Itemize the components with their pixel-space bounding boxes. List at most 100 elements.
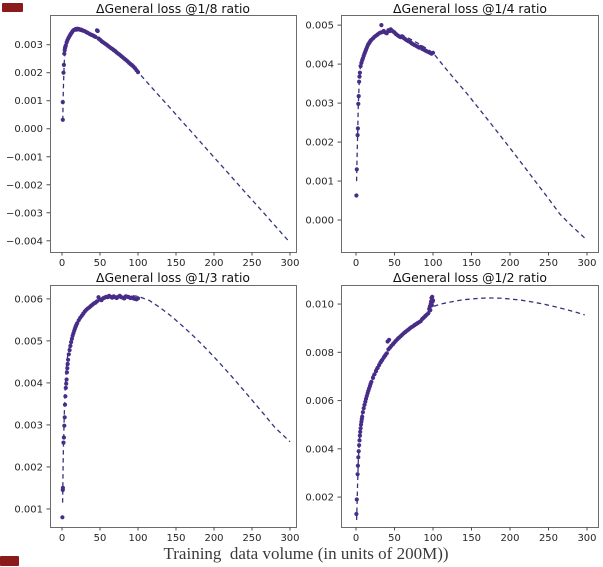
scatter-point xyxy=(135,296,141,301)
scatter-point xyxy=(354,193,359,198)
scatter-point xyxy=(66,352,71,357)
scatter-point xyxy=(68,343,73,348)
y-tick-label: 0.008 xyxy=(305,348,334,359)
scatter-point xyxy=(63,394,68,399)
scatter-point xyxy=(356,94,361,99)
red-text-fragment-bottom-left xyxy=(0,556,19,566)
scatter-point xyxy=(63,385,68,390)
x-axis-label: Training data volume (in units of 200M)) xyxy=(163,544,449,563)
y-tick-label: 0.002 xyxy=(305,493,334,504)
y-tick-label: 0.004 xyxy=(14,378,43,389)
scatter-point xyxy=(357,433,362,438)
x-tick-label: 0 xyxy=(353,533,359,544)
scatter-point xyxy=(355,126,360,131)
x-axis-ticks: 0 50 100 150 200 250 300 xyxy=(59,527,300,544)
x-tick-label: 250 xyxy=(242,258,261,269)
scatter-point xyxy=(355,463,360,468)
x-tick-label: 300 xyxy=(577,258,596,269)
scatter-point xyxy=(356,449,361,454)
x-tick-label: 50 xyxy=(94,533,107,544)
scatter-point xyxy=(356,455,361,460)
scatter-point xyxy=(430,298,436,303)
x-tick-label: 300 xyxy=(577,533,596,544)
y-tick-label: 0.001 xyxy=(14,96,43,107)
subplot-title-1-3-ratio: ΔGeneral loss @1/3 ratio xyxy=(96,270,250,285)
x-tick-label: 100 xyxy=(128,533,147,544)
scatter-point xyxy=(357,438,362,443)
scatter-point xyxy=(69,340,74,345)
scatter-point xyxy=(369,379,374,384)
x-tick-label: 200 xyxy=(204,533,223,544)
x-axis-ticks: 0 50 100 150 200 250 300 xyxy=(353,252,597,269)
x-tick-label: 100 xyxy=(423,258,442,269)
scatter-point xyxy=(61,435,66,440)
y-tick-label: 0.003 xyxy=(14,40,43,51)
y-tick-label: −0.001 xyxy=(6,152,43,163)
scatter-point xyxy=(360,410,365,415)
scatter-point xyxy=(361,406,366,411)
y-axis-ticks: 0.006 0.005 0.004 0.003 0.002 0.001 xyxy=(14,294,50,515)
scatter-point xyxy=(357,79,362,84)
scatter-point xyxy=(64,370,69,375)
scatter-point xyxy=(64,381,69,386)
y-tick-label: 0.002 xyxy=(14,68,43,79)
red-text-fragment-top-left xyxy=(2,3,23,12)
scatter-point xyxy=(357,443,362,448)
y-tick-label: 0.001 xyxy=(14,504,43,515)
x-axis-ticks: 0 50 100 150 200 250 300 xyxy=(353,527,597,544)
scatter-point xyxy=(426,311,431,316)
x-axis-ticks: 0 50 100 150 200 250 300 xyxy=(59,252,300,269)
scatter-point xyxy=(93,34,98,40)
y-tick-label: 0.000 xyxy=(14,124,43,135)
x-tick-label: 150 xyxy=(462,533,481,544)
y-axis-ticks: 0.010 0.008 0.006 0.004 0.002 xyxy=(305,300,341,504)
scatter-point xyxy=(357,74,362,79)
x-tick-label: 250 xyxy=(539,258,558,269)
scatter-point xyxy=(384,31,389,36)
x-tick-label: 150 xyxy=(166,533,185,544)
y-tick-label: 0.002 xyxy=(305,138,334,149)
scatter-point xyxy=(355,133,360,138)
x-tick-label: 50 xyxy=(94,258,107,269)
scatter-point xyxy=(354,511,359,517)
scatter-point xyxy=(358,64,363,69)
scatter-point xyxy=(354,167,359,172)
y-tick-label: −0.003 xyxy=(6,208,43,219)
subplot-1: 0 50 100 150 200 250 300 0.003 0.002 0.001 0.000 −0… xyxy=(6,15,300,269)
scatter-point xyxy=(65,366,70,371)
x-tick-label: 200 xyxy=(500,258,519,269)
y-tick-label: 0.006 xyxy=(14,294,43,305)
y-tick-label: 0.001 xyxy=(305,177,334,188)
scatter-point xyxy=(62,423,67,428)
fit-curve-line xyxy=(61,294,291,503)
x-tick-label: 250 xyxy=(242,533,261,544)
subplot-title-1-4-ratio: ΔGeneral loss @1/4 ratio xyxy=(393,1,547,16)
scatter-point xyxy=(429,303,434,308)
y-tick-label: −0.004 xyxy=(6,236,43,247)
scatter-point xyxy=(379,23,384,28)
y-axis-ticks: 0.003 0.002 0.001 0.000 −0.001 −0.002 −0.003 −0… xyxy=(6,40,50,247)
scatter-point xyxy=(360,414,365,419)
x-tick-label: 0 xyxy=(59,258,65,269)
scatter-point xyxy=(95,28,100,34)
axes-frame xyxy=(50,15,297,253)
subplot-title-1-8-ratio: ΔGeneral loss @1/8 ratio xyxy=(96,1,250,16)
subplot-3: 0 50 100 150 200 250 300 0.0060.0050.0040.0030.… xyxy=(14,285,300,544)
x-tick-label: 100 xyxy=(423,533,442,544)
axes-frame xyxy=(50,285,297,528)
y-tick-label: −0.002 xyxy=(6,180,43,191)
x-tick-label: 300 xyxy=(280,533,299,544)
axes-frame xyxy=(341,285,599,528)
axes-frame xyxy=(341,15,599,253)
scatter-point xyxy=(61,62,66,67)
x-tick-label: 100 xyxy=(128,258,147,269)
scatter-series xyxy=(60,26,141,122)
subplot-title-1-2-ratio: ΔGeneral loss @1/2 ratio xyxy=(393,270,547,285)
scatter-point xyxy=(358,426,363,431)
scatter-point xyxy=(67,348,72,353)
scatter-point xyxy=(60,485,65,490)
y-tick-label: 0.010 xyxy=(305,300,334,311)
scatter-point xyxy=(61,70,66,75)
x-tick-label: 0 xyxy=(59,533,65,544)
